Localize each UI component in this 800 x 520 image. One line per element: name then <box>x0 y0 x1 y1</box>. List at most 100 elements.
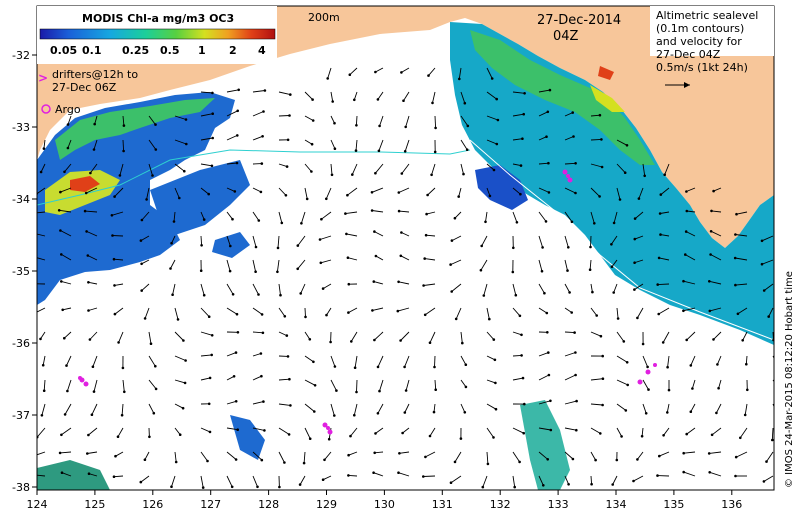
velocity-arrow <box>398 187 410 193</box>
velocity-arrow-head <box>283 315 287 318</box>
chl-patch-south-1 <box>520 400 570 490</box>
velocity-arrow <box>686 210 696 213</box>
velocity-arrow-head <box>140 218 144 222</box>
velocity-arrow <box>86 187 98 194</box>
velocity-arrow-head <box>762 289 766 292</box>
velocity-arrow-head <box>296 267 300 271</box>
velocity-arrow <box>377 355 384 368</box>
velocity-arrow-head <box>311 98 314 101</box>
velocity-arrow <box>303 451 306 464</box>
velocity-arrow-head <box>404 389 408 392</box>
velocity-arrow <box>304 355 314 363</box>
velocity-arrow-head <box>287 433 291 436</box>
velocity-arrow-head <box>743 413 747 417</box>
velocity-arrow <box>480 259 488 271</box>
velocity-arrow <box>402 427 410 434</box>
velocity-arrow-head <box>643 174 646 178</box>
velocity-arrow <box>713 187 722 192</box>
velocity-arrow <box>709 307 722 312</box>
velocity-arrow <box>226 427 238 431</box>
velocity-arrow <box>486 331 495 340</box>
velocity-arrow-head <box>259 190 263 194</box>
velocity-arrow <box>372 210 384 213</box>
velocity-arrow <box>200 137 213 141</box>
velocity-arrow-head <box>434 126 437 130</box>
velocity-arrow <box>67 115 72 125</box>
velocity-arrow-head <box>355 124 358 127</box>
velocity-arrow <box>590 138 602 141</box>
velocity-arrow-head <box>260 374 263 378</box>
velocity-arrow-head <box>708 280 711 283</box>
velocity-arrow <box>683 471 696 477</box>
velocity-arrow-head <box>42 389 46 393</box>
velocity-arrow-head <box>230 485 234 489</box>
velocity-arrow <box>148 163 153 176</box>
velocity-arrow-head <box>112 257 116 261</box>
velocity-arrow <box>590 475 593 485</box>
velocity-arrow <box>94 115 98 125</box>
velocity-arrow-head <box>626 383 629 387</box>
x-tick-label: 135 <box>663 498 684 511</box>
velocity-arrow <box>117 427 124 437</box>
velocity-arrow-head <box>321 287 325 290</box>
velocity-arrow-head <box>210 334 214 337</box>
velocity-arrow-head <box>145 198 148 201</box>
velocity-arrow-head <box>572 135 575 138</box>
velocity-arrow <box>330 139 336 149</box>
chl-patch-east-blue <box>475 165 528 210</box>
velocity-arrow <box>200 163 212 167</box>
velocity-arrow-head <box>207 315 211 319</box>
velocity-arrow <box>118 331 124 343</box>
velocity-arrow-head <box>139 239 143 242</box>
velocity-arrow-head <box>39 170 43 174</box>
velocity-arrow <box>564 136 574 141</box>
velocity-arrow <box>455 307 462 320</box>
velocity-arrow-head <box>734 283 737 287</box>
velocity-arrow-head <box>171 293 174 297</box>
velocity-arrow <box>486 355 496 361</box>
velocity-arrow <box>66 355 72 366</box>
velocity-arrow-head <box>63 170 66 174</box>
velocity-arrow-head <box>734 233 737 236</box>
x-axis-ticks: 124 125 126 127 128 129 130 131 132 133 134 135 136 <box>27 490 742 511</box>
velocity-arrow-head <box>373 451 377 455</box>
velocity-arrow <box>660 234 670 237</box>
velocity-arrow-head <box>260 162 264 165</box>
velocity-arrow-head <box>776 363 779 366</box>
x-tick-label: 130 <box>374 498 395 511</box>
velocity-arrow <box>200 331 213 336</box>
chl-patch-east-yellow <box>590 85 625 112</box>
velocity-arrow <box>61 254 72 261</box>
velocity-arrow-head <box>289 404 292 407</box>
velocity-arrow-head <box>210 164 214 168</box>
velocity-arrow-head <box>280 221 284 225</box>
velocity-arrow-head <box>152 411 156 415</box>
velocity-arrow-head <box>590 482 593 486</box>
velocity-arrow-head <box>401 431 404 435</box>
velocity-arrow <box>709 451 722 454</box>
velocity-arrow <box>634 211 644 219</box>
velocity-arrow-head <box>112 475 116 479</box>
velocity-arrow <box>711 427 722 436</box>
velocity-arrow-head <box>522 112 525 116</box>
velocity-arrow-head <box>546 110 550 114</box>
velocity-arrow <box>172 283 176 295</box>
velocity-arrow-head <box>457 195 461 198</box>
velocity-arrow <box>87 451 98 454</box>
velocity-arrow-head <box>235 312 239 316</box>
chl-patch-east-red <box>598 66 614 80</box>
velocity-arrow-head <box>40 414 44 417</box>
velocity-arrow-head <box>183 381 187 385</box>
velocity-arrow-head <box>298 483 302 486</box>
velocity-arrow <box>616 307 619 319</box>
velocity-arrow <box>174 403 184 409</box>
velocity-arrow <box>486 427 494 438</box>
velocity-arrow <box>113 258 124 261</box>
velocity-arrow-head <box>350 340 353 343</box>
velocity-arrow-head <box>154 148 158 151</box>
velocity-arrow <box>564 162 576 165</box>
velocity-arrow <box>88 307 98 311</box>
velocity-arrow-head <box>422 475 425 478</box>
velocity-arrow <box>226 134 238 141</box>
velocity-arrow <box>252 90 265 93</box>
